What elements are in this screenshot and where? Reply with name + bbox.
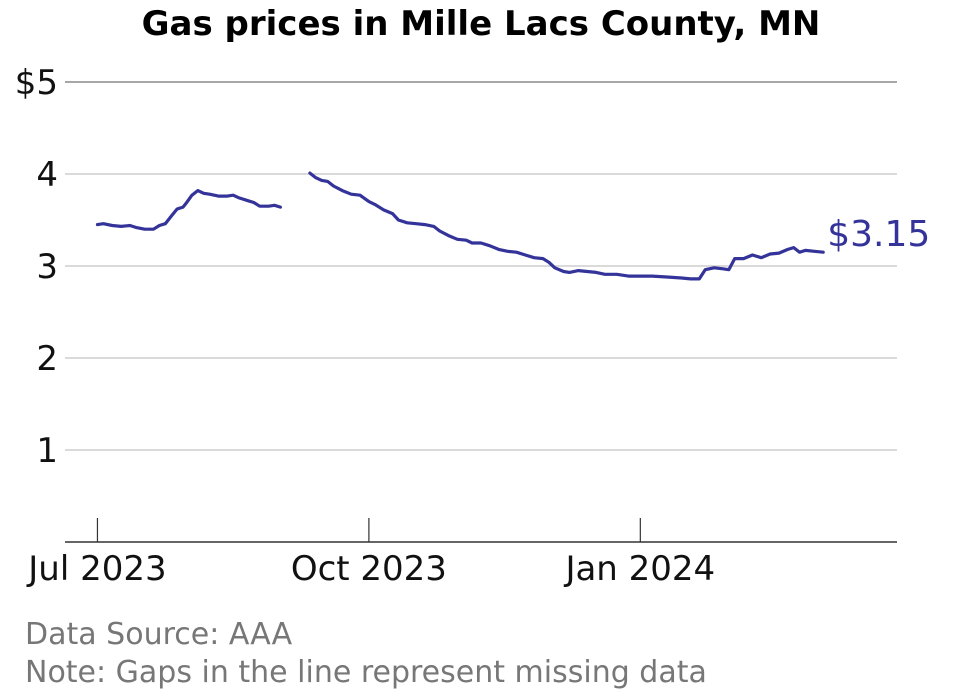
chart-title: Gas prices in Mille Lacs County, MN (141, 4, 821, 44)
x-tick-label: Jul 2023 (26, 549, 166, 589)
x-axis-ticks: Jul 2023 Oct 2023 Jan 2024 (26, 518, 715, 589)
y-tick-label: 4 (36, 155, 58, 195)
price-line-segment (95, 189, 282, 231)
y-tick-label: 2 (36, 339, 58, 379)
data-source-note: Data Source: AAA (25, 617, 293, 652)
price-series (95, 171, 825, 281)
y-axis-tick-labels: 1 2 3 4 $5 (15, 63, 58, 471)
y-tick-label: 1 (36, 431, 58, 471)
price-line-segment (308, 171, 825, 281)
y-tick-label: 3 (36, 247, 58, 287)
x-tick-label: Jan 2024 (563, 549, 715, 589)
gaps-note: Note: Gaps in the line represent missing… (25, 655, 707, 690)
x-tick-label: Oct 2023 (291, 549, 447, 589)
end-value-label: $3.15 (827, 214, 930, 255)
gridlines (65, 81, 897, 451)
y-tick-label: $5 (15, 63, 58, 103)
